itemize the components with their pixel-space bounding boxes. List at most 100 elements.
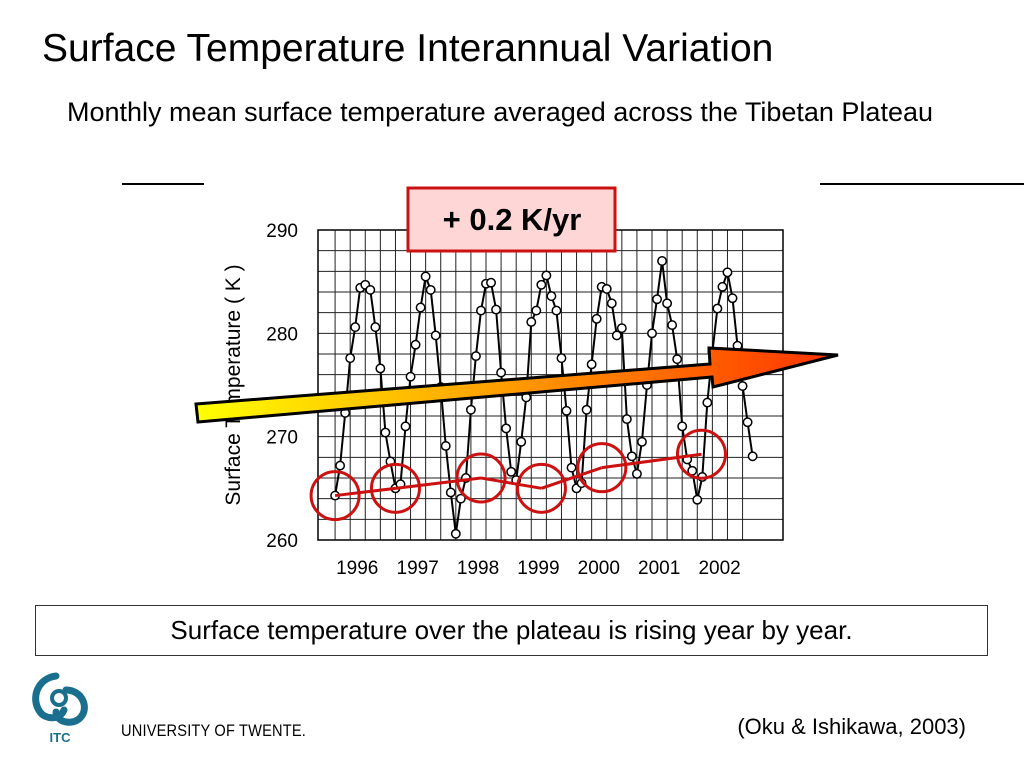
data-point	[722, 267, 733, 278]
data-point	[430, 330, 441, 341]
caption-text: Surface temperature over the plateau is …	[170, 615, 853, 645]
x-tick-label: 1996	[336, 558, 378, 579]
trend-arrow	[194, 346, 839, 424]
trend-segment	[480, 476, 542, 490]
data-point	[712, 303, 723, 314]
minimum-circle	[369, 462, 421, 514]
data-point	[601, 283, 612, 294]
data-point	[702, 397, 713, 408]
slide-title: Surface Temperature Interannual Variatio…	[42, 27, 774, 70]
data-point	[742, 417, 753, 428]
data-point	[616, 323, 627, 334]
data-point	[621, 414, 632, 425]
data-point	[536, 279, 547, 290]
data-point	[672, 354, 683, 365]
x-tick-label: 1999	[517, 558, 559, 579]
data-point	[410, 339, 421, 350]
data-point	[631, 468, 642, 479]
data-point	[591, 313, 602, 324]
data-point	[501, 423, 512, 434]
data-point	[526, 317, 537, 327]
minimum-circle	[675, 428, 727, 480]
x-tick-label: 2002	[698, 558, 740, 579]
citation: (Oku & Ishikawa, 2003)	[737, 714, 966, 739]
data-point	[737, 381, 748, 391]
svg-text:ITC: ITC	[50, 730, 72, 745]
data-point	[692, 494, 703, 505]
data-point	[636, 436, 647, 447]
data-point	[491, 304, 502, 315]
y-tick-label: 270	[266, 428, 298, 449]
minima-trend	[309, 428, 727, 522]
data-point	[647, 328, 657, 339]
data-point	[470, 351, 481, 362]
y-tick-label: 280	[266, 324, 298, 345]
data-point	[541, 270, 552, 281]
chart-subtitle: Monthly mean surface temperature average…	[67, 97, 933, 127]
y-tick-label: 290	[266, 221, 298, 242]
data-point	[425, 284, 436, 295]
data-point	[551, 305, 562, 316]
data-point	[566, 462, 577, 473]
trend-segment	[334, 486, 396, 498]
minimum-circle	[309, 470, 361, 522]
data-point	[345, 353, 356, 364]
temperature-chart: 260 270 280 290 1996 1997 1998 1999 2000 2001 200…	[194, 186, 839, 579]
data-point	[455, 493, 466, 504]
data-point	[662, 298, 673, 309]
minimum-circle	[515, 462, 567, 514]
data-point	[531, 305, 542, 316]
trend-segment	[540, 466, 603, 490]
x-tick-label: 1998	[457, 558, 499, 579]
data-point	[465, 404, 476, 415]
data-point	[556, 353, 567, 364]
data-point	[440, 441, 451, 451]
x-tick-label: 2000	[578, 558, 620, 579]
trend-label: + 0.2 K/yr	[443, 202, 582, 237]
data-point	[516, 436, 527, 447]
x-tick-label: 1997	[397, 558, 439, 579]
itc-logo: ITC	[26, 668, 96, 751]
university-name: UNIVERSITY OF TWENTE.	[121, 721, 307, 740]
trend-segment	[601, 452, 702, 470]
series-line	[334, 260, 754, 534]
data-point	[486, 277, 496, 288]
x-axis-ticks: 1996 1997 1998 1999 2000 2001 2002	[336, 558, 741, 579]
data-point	[370, 322, 381, 333]
x-tick-label: 2001	[638, 558, 680, 579]
data-point	[476, 305, 486, 316]
data-point	[365, 284, 376, 295]
data-point	[626, 451, 637, 462]
data-point	[677, 421, 688, 432]
data-point	[506, 466, 517, 477]
data-point	[546, 291, 557, 302]
data-point	[657, 256, 668, 266]
data-point	[581, 404, 592, 415]
data-point	[606, 298, 617, 309]
minimum-circle	[576, 442, 628, 494]
data-point	[727, 293, 738, 304]
data-point	[405, 371, 416, 382]
data-point	[350, 322, 361, 333]
data-point	[445, 487, 456, 498]
data-point	[747, 451, 758, 462]
data-point	[586, 359, 597, 370]
data-point	[420, 271, 431, 282]
data-point	[717, 281, 728, 292]
data-point	[415, 302, 426, 313]
y-axis-ticks: 260 270 280 290	[266, 221, 298, 552]
divider-right	[820, 183, 1024, 185]
minimum-circle	[455, 452, 507, 504]
y-axis-label: Surface Temperature ( K )	[222, 264, 245, 505]
data-point	[561, 405, 572, 416]
data-point	[335, 460, 346, 471]
caption-box: Surface temperature over the plateau is …	[35, 605, 988, 656]
data-point	[611, 330, 622, 341]
data-point	[375, 363, 386, 374]
y-tick-label: 260	[266, 531, 298, 552]
divider-left	[122, 183, 204, 185]
data-point	[380, 427, 391, 438]
trend-segment	[395, 476, 482, 490]
trend-label-box: + 0.2 K/yr	[406, 186, 617, 253]
data-point	[400, 421, 411, 432]
